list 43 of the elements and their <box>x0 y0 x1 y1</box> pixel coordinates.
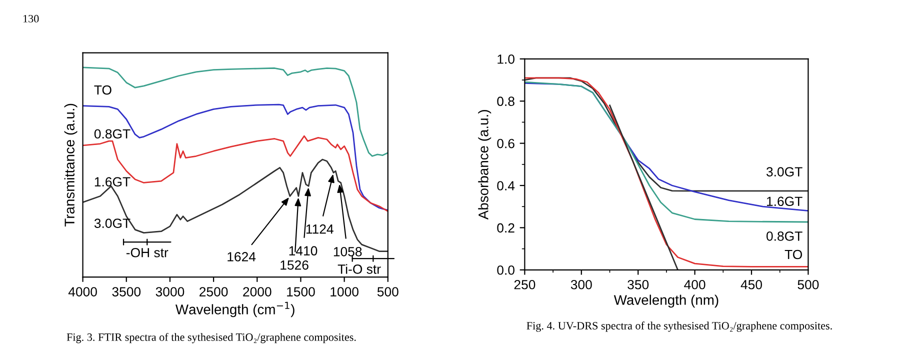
x-axis-title: Wavelength (nm) <box>614 294 718 308</box>
y-axis-title: Transmittance (a.u.) <box>64 104 78 226</box>
y-tick-label: 0.2 <box>497 223 514 233</box>
series-label: TO <box>94 85 112 95</box>
caption: Fig. 4. UV-DRS spectra of the sythesised TiO₂/graphene composites. <box>526 322 832 332</box>
annotation: 1058 <box>334 246 362 256</box>
annotation: 1624 <box>228 252 256 262</box>
x-tick-label: 2500 <box>200 287 228 296</box>
y-axis-title: Absorbance (a.u.) <box>478 110 492 220</box>
x-tick-label: 4000 <box>68 287 97 296</box>
y-tick-label: 0.4 <box>497 181 515 190</box>
x-tick-label: 2000 <box>243 287 272 296</box>
series-label: TO <box>784 250 802 260</box>
x-tick-label: 450 <box>740 280 762 290</box>
line-series <box>524 77 808 268</box>
x-tick-label: 350 <box>628 280 649 290</box>
x-tick-label: 3500 <box>112 287 141 296</box>
y-tick-label: 0.8 <box>497 96 514 106</box>
x-tick-label: 3000 <box>156 287 184 296</box>
x-tick-label: 400 <box>684 280 706 290</box>
series-label: 0.8GT <box>94 129 130 139</box>
annotation: 1526 <box>280 260 308 270</box>
series-label: 1.6GT <box>94 177 130 186</box>
annotation: 1124 <box>306 224 334 234</box>
caption: Fig. 3. FTIR spectra of the sythesised TiO₂/graphene composites. <box>66 332 356 344</box>
y-tick-label: 0.0 <box>497 265 514 275</box>
x-tick-label: 500 <box>798 280 819 290</box>
x-axis-title: Wavelength (cm$^{−1}$) <box>175 302 294 318</box>
x-tick-label: 300 <box>570 280 592 290</box>
series-label: 0.8GT <box>766 231 802 241</box>
annotation: Ti-O str <box>338 264 381 274</box>
annotation: 1410 <box>289 246 318 256</box>
x-tick-label: 250 <box>514 280 536 290</box>
x-tick-label: 1000 <box>330 287 358 296</box>
annotation: -OH str <box>126 248 168 258</box>
series-label: 3.0GT <box>766 167 802 176</box>
y-tick-label: 1.0 <box>498 54 514 64</box>
x-tick-label: 1500 <box>287 287 315 296</box>
text: 130 <box>23 14 39 22</box>
x-tick-label: 500 <box>377 287 398 296</box>
y-tick-label: 0.6 <box>497 138 514 148</box>
series-label: 3.0GT <box>94 218 130 228</box>
series-label: 1.6GT <box>766 196 802 206</box>
